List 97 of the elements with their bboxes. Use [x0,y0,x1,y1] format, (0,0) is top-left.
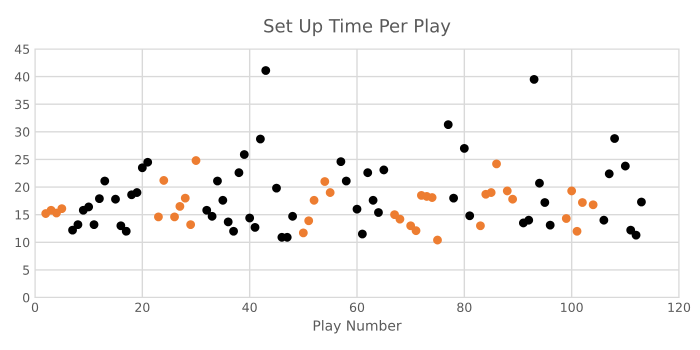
point [256,134,265,144]
point [368,196,378,205]
point [68,226,77,235]
x-axis-title: Play Number [314,320,402,334]
y-tick-label: 5 [23,266,30,275]
y-tick-label: 45 [14,44,30,54]
y-tick-label: 20 [15,182,30,192]
point [304,216,314,226]
point [320,177,330,186]
x-tick-label: 40 [242,302,257,312]
point [288,212,297,221]
point [524,216,534,225]
point [202,206,212,215]
point [412,226,420,236]
point [95,194,104,204]
y-tick-label: 25 [15,154,30,164]
point [433,236,442,244]
point [84,202,94,212]
point [610,134,619,143]
point [492,159,501,168]
point [272,184,281,193]
point [90,220,98,229]
point [342,176,351,186]
y-tick-label: 10 [16,238,30,248]
point [208,212,216,221]
point [562,214,571,223]
point [180,194,190,202]
point [363,168,372,178]
point [588,200,598,210]
x-tick-label: 60 [350,302,364,312]
point [186,220,196,229]
point [567,186,576,196]
point [326,188,335,197]
y-tick-label: 0 [23,292,30,302]
point [358,230,367,238]
point [111,194,120,204]
point [444,120,453,130]
point [572,226,582,236]
point [599,216,608,225]
point [530,74,538,84]
point [336,157,346,166]
point [143,158,152,167]
point [460,144,469,153]
point [578,198,587,207]
point [310,196,318,205]
y-tick-label: 15 [16,210,30,220]
point [396,214,404,224]
chart-title: Set Up Time Per Play [264,18,450,36]
x-tick-label: 100 [561,302,583,312]
point [261,66,270,75]
y-tick-label: 35 [15,100,30,110]
point [476,221,485,230]
point [57,204,66,213]
point [122,226,131,236]
y-tick-label: 30 [15,127,30,137]
point [132,188,142,197]
point [240,150,249,159]
point [170,212,179,222]
point [379,166,388,174]
point [298,228,308,238]
point [449,194,458,202]
point [176,202,184,211]
point [626,226,636,235]
point [546,220,555,230]
point [159,176,168,185]
point [138,163,147,172]
point [250,222,260,232]
x-tick-label: 120 [668,302,690,312]
point [508,194,518,204]
x-tick-label: 80 [457,302,472,312]
point [352,204,362,214]
point [213,176,222,186]
y-tick-label: 40 [14,72,30,82]
point [465,211,474,220]
point [406,221,416,230]
point [632,230,640,240]
point [428,193,437,202]
point [637,198,646,206]
x-tick-label: 20 [135,302,150,312]
point [620,162,630,170]
point [535,178,544,188]
point [234,168,244,178]
point [374,208,383,217]
point [154,212,163,222]
point [540,198,550,207]
x-tick-label: 0 [32,302,38,312]
point [100,176,110,186]
point [486,188,496,197]
point [604,169,614,178]
point [224,217,233,226]
point [74,220,82,229]
point [229,226,238,236]
point [116,221,126,230]
point [245,214,254,222]
point [502,186,512,196]
point [192,156,200,165]
point [218,196,228,205]
